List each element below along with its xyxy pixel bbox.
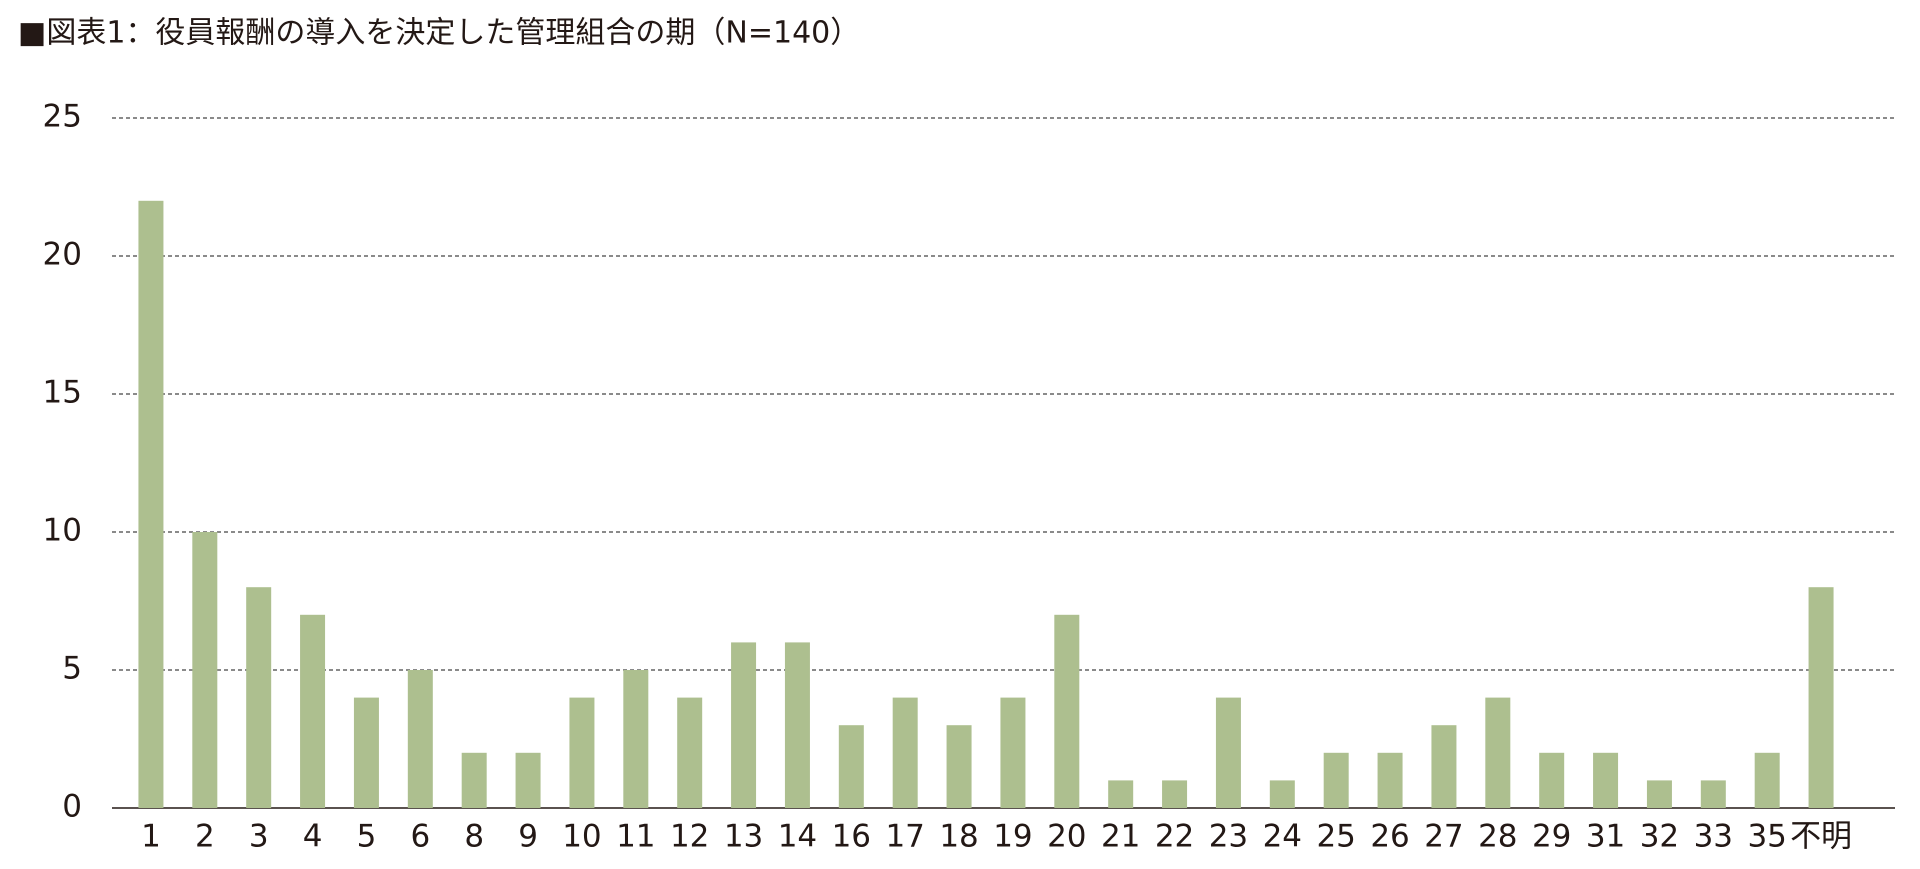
bar [515,752,541,808]
x-tick-label: 1 [141,819,161,855]
bar [192,532,218,808]
bar [677,697,703,808]
x-tick-label: 24 [1263,819,1302,855]
bar [246,587,272,808]
x-tick-label: 31 [1586,819,1625,855]
bar [784,642,810,808]
x-tick-label: 不明 [1790,819,1852,855]
bar [1646,780,1672,808]
x-tick-label: 17 [885,819,924,855]
x-tick-label: 6 [410,819,430,855]
bar [1485,697,1511,808]
bar [461,752,487,808]
x-tick-label: 23 [1209,819,1248,855]
bar [1593,752,1619,808]
x-tick-label: 26 [1370,819,1409,855]
y-tick-label: 15 [43,375,82,411]
x-tick-label: 9 [518,819,538,855]
x-tick-label: 27 [1424,819,1463,855]
bar [838,725,864,808]
bar [946,725,972,808]
x-tick-label: 13 [724,819,763,855]
bar [569,697,595,808]
x-tick-label: 16 [832,819,871,855]
x-tick-label: 29 [1532,819,1571,855]
y-tick-label: 10 [43,513,82,549]
bar [1108,780,1134,808]
bar [1054,614,1080,808]
x-tick-label: 32 [1640,819,1679,855]
y-tick-label: 5 [62,651,82,687]
x-tick-label: 5 [357,819,377,855]
x-tick-label: 19 [993,819,1032,855]
bar [1377,752,1403,808]
chart-title: ■図表1：役員報酬の導入を決定した管理組合の期（N=140） [18,16,860,51]
x-tick-label: 35 [1747,819,1786,855]
bar [1754,752,1780,808]
bar [1539,752,1565,808]
x-tick-label: 2 [195,819,215,855]
x-tick-label: 14 [778,819,817,855]
x-tick-label: 11 [616,819,655,855]
bar [353,697,379,808]
bar [138,200,164,809]
x-tick-label: 33 [1694,819,1733,855]
x-tick-label: 10 [562,819,601,855]
x-tick-label: 25 [1316,819,1355,855]
bar [1000,697,1026,808]
x-tick-label: 28 [1478,819,1517,855]
bar [300,614,326,808]
x-tick-label: 22 [1155,819,1194,855]
bar [1323,752,1349,808]
x-tick-label: 3 [249,819,269,855]
bar [1215,697,1241,808]
bar [1700,780,1726,808]
x-tick-label: 18 [939,819,978,855]
x-tick-label: 4 [303,819,323,855]
bar [623,670,649,808]
x-tick-label: 12 [670,819,709,855]
bar [1431,725,1457,808]
y-tick-label: 25 [43,99,82,135]
y-tick-label: 20 [43,237,82,273]
bar [407,670,433,808]
x-tick-label: 21 [1101,819,1140,855]
bar [892,697,918,808]
bar [1808,587,1834,808]
x-tick-label: 20 [1047,819,1086,855]
bar [731,642,757,808]
bar [1162,780,1188,808]
bar [1269,780,1295,808]
x-tick-label: 8 [464,819,484,855]
y-tick-label: 0 [62,789,82,825]
